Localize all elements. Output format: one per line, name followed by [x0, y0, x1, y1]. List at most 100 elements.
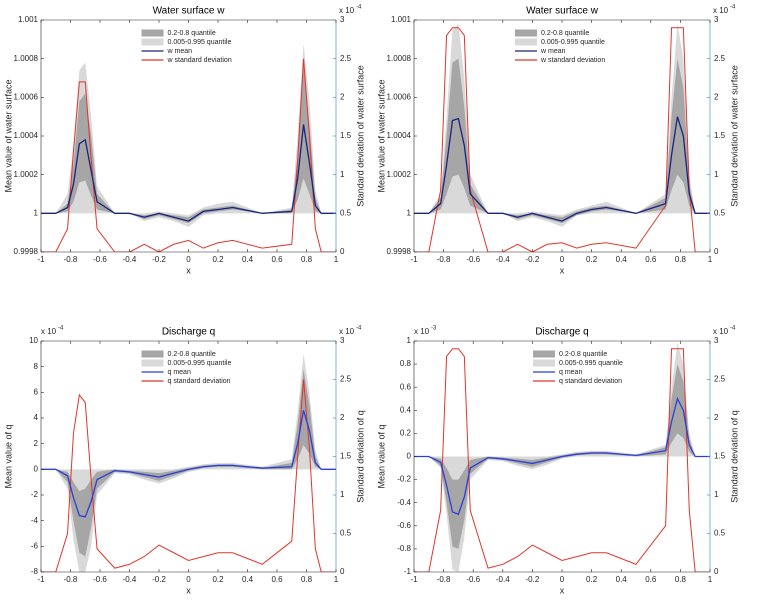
x-tick-label: -0.8	[437, 255, 451, 264]
y2-axis-label: Standard deviation of q	[355, 410, 365, 503]
x-tick-label: -0.4	[496, 255, 510, 264]
mean-line	[41, 124, 336, 222]
x-tick-label: 0.4	[242, 575, 254, 584]
mean-line	[414, 116, 710, 222]
x-tick-label: -1	[410, 575, 418, 584]
y2-tick-label: 1.5	[714, 131, 726, 140]
legend-swatch	[141, 29, 164, 37]
y-exponent: -3	[431, 326, 437, 332]
y-tick-label: 1.0008	[14, 54, 39, 63]
legend-label: 0.005-0.995 quantile	[168, 360, 232, 367]
quantile-band	[41, 43, 336, 227]
y2-exponent: -4	[730, 326, 736, 332]
x-tick-label: 0.8	[675, 255, 687, 264]
legend-label: 0.2-0.8 quantile	[168, 351, 216, 358]
y2-tick-label: 1	[340, 170, 345, 179]
std-line	[41, 58, 336, 252]
y2-tick-label: 1	[714, 490, 719, 499]
x-tick-label: -0.2	[152, 575, 166, 584]
y-tick-label: -4	[31, 516, 39, 525]
x-axis-label: x	[186, 265, 191, 275]
y2-tick-label: 1	[714, 170, 719, 179]
y-tick-label: 4	[34, 413, 39, 422]
x-tick-label: -0.4	[123, 575, 137, 584]
plot-area	[41, 353, 336, 572]
y-multiplier: x 10	[41, 327, 57, 336]
legend-label: 0.005-0.995 quantile	[559, 360, 623, 367]
y-tick-label: -0.4	[397, 498, 411, 507]
quantile-band	[414, 58, 710, 223]
x-tick-label: 0.8	[301, 575, 313, 584]
x-tick-label: -0.6	[93, 255, 107, 264]
y2-tick-label: 0.5	[340, 208, 352, 217]
x-tick-label: 0	[186, 575, 191, 584]
y-tick-label: 1	[34, 208, 39, 217]
y-axis-label: Mean value of water surface	[376, 79, 386, 192]
y2-tick-label: 3	[340, 336, 345, 345]
y2-tick-label: 0	[714, 567, 719, 576]
x-tick-label: -0.2	[152, 255, 166, 264]
y-tick-label: 0.4	[400, 405, 412, 414]
y-tick-label: -6	[31, 541, 39, 550]
y-tick-label: 1.0002	[387, 170, 412, 179]
legend-swatch	[515, 29, 537, 37]
y2-tick-label: 2	[714, 92, 719, 101]
x-tick-label: 1	[708, 255, 713, 264]
legend-label: q mean	[168, 369, 191, 376]
y2-tick-label: 1.5	[714, 452, 726, 461]
legend-swatch	[515, 38, 537, 46]
x-tick-label: 0.6	[645, 255, 657, 264]
y-tick-label: 1.001	[391, 15, 412, 24]
y-tick-label: 1.0002	[14, 170, 39, 179]
legend-swatch	[533, 350, 555, 358]
y2-multiplier: x 10	[339, 327, 355, 336]
x-tick-label: 0	[560, 575, 565, 584]
legend-label: q standard deviation	[168, 378, 231, 385]
y-tick-label: 1	[407, 336, 412, 345]
y-tick-label: -0.6	[397, 521, 411, 530]
y2-tick-label: 2	[340, 92, 345, 101]
legend-swatch	[141, 38, 164, 46]
x-tick-label: 0.4	[616, 575, 628, 584]
x-tick-label: -1	[410, 255, 418, 264]
x-tick-label: 0.4	[616, 255, 628, 264]
quantile-band	[41, 369, 336, 557]
y-tick-label: -0.8	[397, 544, 411, 553]
legend-label: q standard deviation	[559, 378, 622, 385]
y-tick-label: 1.0004	[387, 131, 412, 140]
y2-tick-label: 2.5	[714, 375, 726, 384]
x-tick-label: 0.2	[586, 575, 598, 584]
legend-label: w mean	[540, 48, 566, 55]
legend-label: 0.2-0.8 quantile	[559, 351, 607, 358]
x-tick-label: -1	[37, 575, 45, 584]
y2-tick-label: 0	[340, 247, 345, 256]
y2-tick-label: 3	[340, 15, 345, 24]
x-tick-label: -0.4	[496, 575, 510, 584]
y2-exponent: -4	[730, 5, 736, 11]
x-tick-label: 1	[334, 575, 339, 584]
x-tick-label: -0.8	[64, 575, 78, 584]
y-tick-label: 0.2	[400, 429, 412, 438]
y2-tick-label: 0	[340, 567, 345, 576]
legend-label: 0.2-0.8 quantile	[541, 30, 589, 37]
y-tick-label: 1	[407, 208, 412, 217]
y2-axis-label: Standard deviation of q	[729, 410, 739, 503]
quantile-band	[41, 353, 336, 572]
legend-swatch	[141, 359, 164, 367]
legend-label: w standard deviation	[540, 57, 605, 64]
legend-label: 0.005-0.995 quantile	[541, 39, 605, 46]
y2-tick-label: 2.5	[340, 375, 352, 384]
y-tick-label: 0.6	[400, 382, 412, 391]
x-tick-label: 0.8	[301, 255, 313, 264]
y2-tick-label: 0	[714, 247, 719, 256]
x-tick-label: 0.6	[645, 575, 657, 584]
y2-tick-label: 0.5	[340, 529, 352, 538]
x-tick-label: -0.6	[466, 255, 480, 264]
legend-swatch	[141, 350, 164, 358]
chart-title: Discharge q	[535, 327, 588, 338]
y-tick-label: 0.9998	[387, 247, 412, 256]
mean-line	[41, 410, 336, 518]
x-tick-label: 0.6	[271, 575, 283, 584]
x-tick-label: 0.2	[212, 255, 224, 264]
